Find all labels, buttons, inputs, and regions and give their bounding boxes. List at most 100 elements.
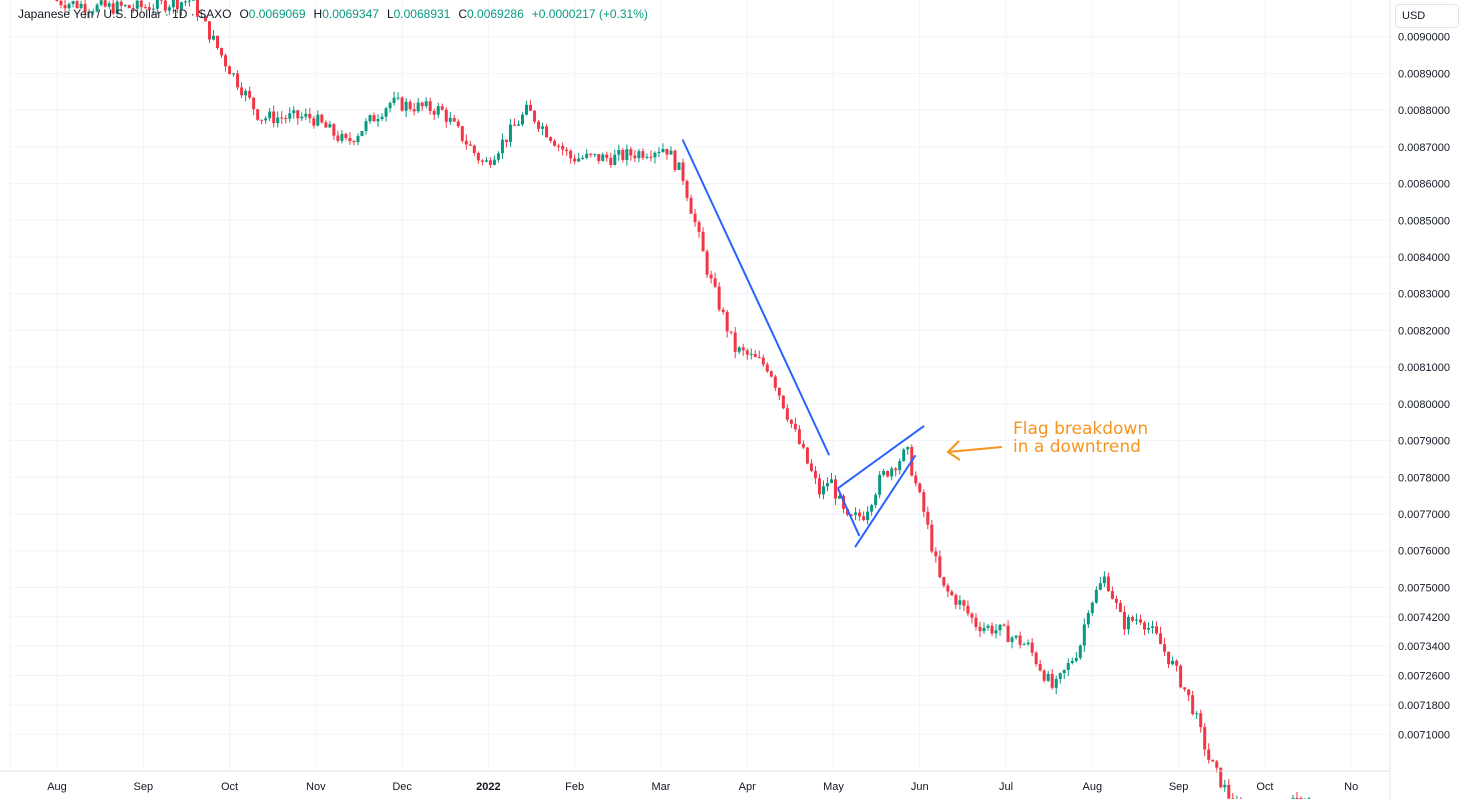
candle-up: [496, 153, 500, 160]
candle-down: [1118, 602, 1122, 612]
candle-up: [107, 3, 111, 7]
time-tick-label: Sep: [133, 781, 153, 793]
candle-down: [1191, 695, 1195, 715]
candle-down: [195, 0, 199, 17]
candle-down: [641, 151, 645, 158]
open-value: 0.0069069: [248, 7, 306, 21]
candle-down: [400, 97, 404, 111]
trendline-flagpole[interactable]: [681, 139, 831, 456]
candle-up: [1126, 617, 1130, 630]
candle-down: [220, 47, 224, 56]
candle-up: [404, 101, 408, 111]
time-axis[interactable]: Aug Sep Oct Nov Dec 2022 Feb Mar Apr May Jun Jul Aug…: [0, 770, 1390, 793]
candle-down: [537, 121, 541, 129]
candle-down: [761, 357, 765, 365]
candle-down: [922, 492, 926, 512]
candle-down: [456, 121, 460, 127]
candle-up: [906, 446, 910, 450]
candle-down: [412, 109, 416, 112]
candle-down: [757, 357, 761, 359]
candle-up: [593, 154, 597, 156]
candle-up: [71, 1, 75, 5]
candle-down: [256, 109, 260, 120]
candle-down: [765, 364, 769, 372]
candle-up: [645, 156, 649, 158]
candle-up: [902, 449, 906, 462]
candle-down: [1050, 673, 1054, 688]
price-tick-label: 0.0071800: [1398, 700, 1450, 712]
candle-up: [199, 16, 203, 18]
candle-down: [260, 119, 264, 121]
candle-down: [741, 347, 745, 351]
candle-down: [1143, 622, 1147, 630]
candle-down: [649, 156, 653, 158]
trendline-drawings[interactable]: [681, 139, 925, 548]
candle-down: [886, 471, 890, 477]
candle-up: [613, 154, 617, 165]
trendline-flag-connector[interactable]: [836, 487, 861, 537]
candle-down: [348, 138, 352, 142]
candle-up: [982, 627, 986, 632]
trendline-flag-upper[interactable]: [837, 425, 925, 490]
candle-down: [344, 133, 348, 139]
price-tick-label: 0.0080000: [1398, 399, 1450, 411]
time-tick-label: Nov: [306, 781, 326, 793]
candle-up: [288, 113, 292, 119]
candle-down: [777, 387, 781, 396]
candle-up: [300, 116, 304, 119]
candle-up: [890, 468, 894, 477]
candle-down: [918, 483, 922, 493]
candle-down: [1138, 619, 1142, 623]
price-tick-label: 0.0084000: [1398, 252, 1450, 264]
candle-down: [280, 117, 284, 119]
candle-up: [657, 152, 661, 154]
candle-up: [167, 7, 171, 11]
price-axis[interactable]: 0.0090000 0.0089000 0.0088000 0.0087000 0.00…: [1389, 0, 1450, 799]
candle-up: [492, 159, 496, 165]
time-tick-label: Mar: [651, 781, 670, 793]
flag-annotation[interactable]: Flag breakdown in a downtrend: [1013, 420, 1148, 456]
candle-up: [187, 0, 191, 2]
candle-up: [1102, 576, 1106, 584]
candle-up: [91, 11, 95, 13]
candle-up: [191, 0, 195, 1]
candle-up: [115, 1, 119, 14]
candle-down: [103, 0, 107, 7]
price-tick-label: 0.0086000: [1398, 179, 1450, 191]
trendline-flag-lower[interactable]: [854, 454, 917, 548]
candle-down: [476, 152, 480, 161]
candle-up: [737, 347, 741, 352]
candle-down: [717, 286, 721, 310]
symbol-name[interactable]: Japanese Yen / U.S. Dollar · 1D · SAXO: [18, 7, 232, 21]
candle-down: [240, 87, 244, 96]
candle-up: [825, 483, 829, 487]
candle-up: [1147, 627, 1151, 630]
candle-down: [529, 104, 533, 111]
candle-up: [368, 115, 372, 122]
currency-selector[interactable]: USD: [1395, 4, 1459, 28]
candle-up: [151, 8, 155, 10]
candle-down: [159, 0, 163, 1]
candle-up: [244, 90, 248, 96]
time-tick-label: Sep: [1169, 781, 1189, 793]
candle-up: [829, 479, 833, 484]
price-tick-label: 0.0073400: [1398, 641, 1450, 653]
high-key: H: [313, 7, 323, 21]
candle-up: [669, 150, 673, 155]
candle-down: [1034, 652, 1038, 665]
candle-up: [448, 117, 452, 122]
time-tick-label: 2022: [476, 781, 500, 793]
candle-up: [276, 117, 280, 124]
candle-down: [817, 478, 821, 495]
open-key: O: [239, 7, 249, 21]
candle-up: [179, 2, 183, 10]
candle-down: [1175, 660, 1179, 666]
candle-down: [966, 605, 970, 614]
candle-up: [994, 630, 998, 634]
close-key: C: [458, 7, 468, 21]
candle-up: [364, 121, 368, 132]
candle-up: [516, 124, 520, 126]
candle-up: [1014, 635, 1018, 638]
